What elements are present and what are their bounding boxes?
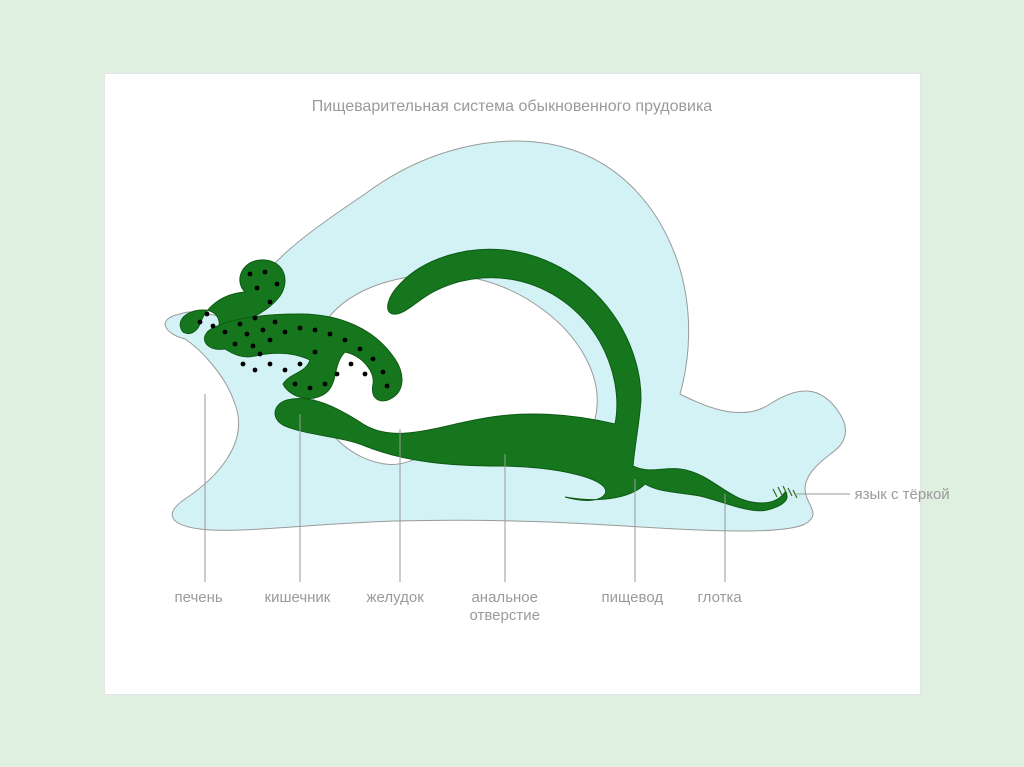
label-radula: язык с тёркой [855, 486, 950, 503]
label-intestine: кишечник [265, 589, 331, 606]
label-anus: анальное отверстие [470, 589, 540, 625]
label-liver: печень [175, 589, 223, 606]
label-esophagus: пищевод [602, 589, 664, 606]
diagram-sheet: Пищеварительная система обыкновенного пр… [104, 73, 921, 695]
label-anus-line1: анальное [471, 589, 538, 606]
label-pharynx: глотка [698, 589, 742, 606]
page-background: Пищеварительная система обыкновенного пр… [0, 0, 1024, 767]
label-anus-line2: отверстие [470, 607, 540, 624]
label-stomach: желудок [367, 589, 424, 606]
